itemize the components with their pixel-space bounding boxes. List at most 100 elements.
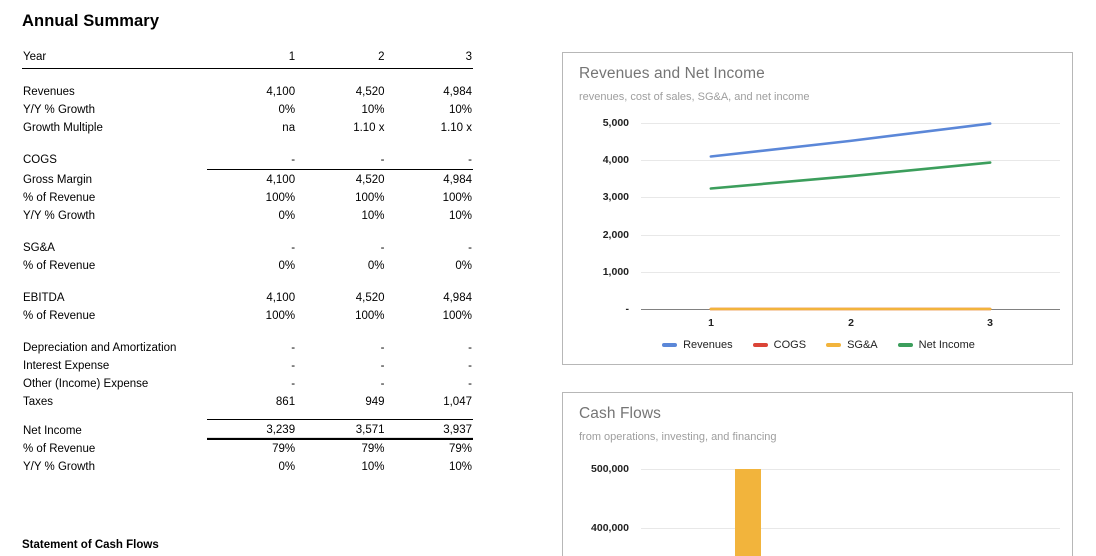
legend-swatch-icon bbox=[752, 343, 768, 347]
spacer-row bbox=[22, 225, 473, 239]
cell-value: - bbox=[468, 377, 472, 390]
cell-value: 10% bbox=[448, 461, 472, 473]
cell-value: 10% bbox=[448, 103, 472, 116]
spacer-row bbox=[22, 325, 473, 339]
cell-value: 4,520 bbox=[355, 85, 385, 98]
cell-value: 10% bbox=[361, 461, 385, 473]
gridline bbox=[641, 197, 1060, 198]
annual-summary-table: Year 1 2 3 Revenues 4,100 4,520 4,984 Y/… bbox=[22, 48, 473, 476]
cell-value: 949 bbox=[365, 395, 385, 408]
cell-value: 0% bbox=[278, 209, 296, 222]
cell-value: 4,520 bbox=[296, 168, 386, 189]
chart-subtitle: revenues, cost of sales, SG&A, and net i… bbox=[579, 91, 810, 103]
cell-value: - bbox=[468, 341, 472, 354]
row-label: Gross Margin bbox=[23, 173, 93, 186]
cell-value: 3,239 bbox=[206, 419, 297, 440]
row-label: Y/Y % Growth bbox=[23, 103, 96, 116]
chart-title: Revenues and Net Income bbox=[579, 65, 765, 82]
row-label: COGS bbox=[23, 154, 57, 166]
gridline bbox=[641, 160, 1060, 161]
row-label: Growth Multiple bbox=[23, 121, 103, 134]
cell-value: 100% bbox=[265, 309, 296, 322]
y-axis-tick-label: 5,000 bbox=[602, 117, 629, 129]
y-axis-tick-label: 2,000 bbox=[602, 229, 629, 241]
gridline bbox=[641, 235, 1060, 236]
y-axis-tick-label: 400,000 bbox=[591, 522, 629, 534]
header-year-label: Year bbox=[22, 48, 207, 69]
cell-value: - bbox=[468, 359, 472, 372]
table-row: % of Revenue 0% 0% 0% bbox=[22, 257, 473, 275]
cell-value: - bbox=[291, 341, 296, 354]
table-row: Growth Multiple na 1.10 x 1.10 x bbox=[22, 119, 473, 137]
table-row: SG&A - - - bbox=[22, 239, 473, 257]
header-col-2: 2 bbox=[296, 48, 386, 69]
table-row: % of Revenue 79% 79% 79% bbox=[22, 440, 473, 459]
legend-swatch-icon bbox=[826, 343, 842, 347]
line-series-group bbox=[709, 122, 992, 311]
gridline bbox=[641, 272, 1060, 273]
row-label: Y/Y % Growth bbox=[23, 461, 96, 473]
table-row: % of Revenue 100% 100% 100% bbox=[22, 307, 473, 325]
table-row-total: Net Income 3,239 3,571 3,937 bbox=[22, 419, 473, 440]
table-row: Gross Margin 4,100 4,520 4,984 bbox=[22, 168, 473, 189]
table-row: Other (Income) Expense - - - bbox=[22, 375, 473, 393]
table-header-row: Year 1 2 3 bbox=[22, 48, 473, 69]
y-axis-tick-label: 3,000 bbox=[602, 191, 629, 203]
cell-value: - bbox=[380, 241, 385, 254]
row-label: % of Revenue bbox=[23, 191, 96, 204]
row-label: Taxes bbox=[23, 395, 54, 408]
cell-value: 4,984 bbox=[443, 291, 472, 304]
cell-value: 0% bbox=[278, 461, 296, 473]
cell-value: 4,984 bbox=[443, 85, 472, 98]
header-col-1: 1 bbox=[206, 48, 297, 69]
line-series-revenues bbox=[709, 122, 992, 158]
cell-value: 10% bbox=[448, 209, 472, 222]
row-label: EBITDA bbox=[23, 291, 65, 304]
y-axis-tick-label: 500,000 bbox=[591, 463, 629, 475]
cell-value: - bbox=[380, 359, 385, 372]
cell-value: - bbox=[380, 377, 385, 390]
legend-item-revenues[interactable]: Revenues bbox=[662, 339, 733, 351]
table-row: COGS - - - bbox=[22, 151, 473, 170]
legend-label: Revenues bbox=[683, 339, 733, 351]
cell-value: 3,937 bbox=[385, 419, 473, 440]
table-row: Revenues 4,100 4,520 4,984 bbox=[22, 83, 473, 101]
spacer-row bbox=[22, 137, 473, 151]
cell-value: 100% bbox=[442, 309, 472, 322]
row-label: Net Income bbox=[23, 424, 82, 437]
chart-card-revenues-net-income: Revenues and Net Income revenues, cost o… bbox=[562, 52, 1073, 365]
cell-value: - bbox=[291, 241, 296, 254]
annual-summary-sheet: Annual Summary Year 1 2 3 Revenues 4,100… bbox=[0, 0, 540, 556]
legend-item-cogs[interactable]: COGS bbox=[752, 339, 807, 351]
cell-value: 100% bbox=[442, 191, 472, 204]
legend-label: COGS bbox=[773, 339, 807, 351]
row-label: Depreciation and Amortization bbox=[23, 341, 177, 354]
gridline bbox=[641, 123, 1060, 124]
row-label: Other (Income) Expense bbox=[23, 377, 149, 390]
legend-item-sg-a[interactable]: SG&A bbox=[826, 339, 878, 351]
table-row: Depreciation and Amortization - - - bbox=[22, 339, 473, 357]
cell-value: 1.10 x bbox=[353, 121, 385, 134]
cell-value: 10% bbox=[361, 103, 385, 116]
cell-value: 4,520 bbox=[355, 291, 385, 304]
cell-value: 0% bbox=[455, 259, 472, 272]
cell-value: na bbox=[282, 121, 296, 134]
row-label: SG&A bbox=[23, 241, 55, 254]
spacer-row bbox=[22, 275, 473, 289]
table-row: Y/Y % Growth 0% 10% 10% bbox=[22, 101, 473, 119]
header-col-3: 3 bbox=[385, 48, 473, 69]
line-chart-plot-area: - 1,000 2,000 3,000 4,000 5,000 1 2 3 Revenues COG… bbox=[563, 111, 1074, 366]
cell-value: - bbox=[468, 153, 472, 166]
legend-swatch-icon bbox=[897, 343, 913, 347]
chart-card-cash-flows: Cash Flows from operations, investing, a… bbox=[562, 392, 1073, 556]
table-row: Interest Expense - - - bbox=[22, 357, 473, 375]
cell-value: 79% bbox=[448, 443, 472, 455]
page-title: Annual Summary bbox=[22, 12, 160, 30]
cell-value: 4,984 bbox=[385, 168, 473, 189]
cell-value: 4,100 bbox=[266, 85, 296, 98]
row-label: Revenues bbox=[23, 85, 75, 98]
row-label: % of Revenue bbox=[23, 259, 96, 272]
legend-item-net-income[interactable]: Net Income bbox=[897, 339, 975, 351]
